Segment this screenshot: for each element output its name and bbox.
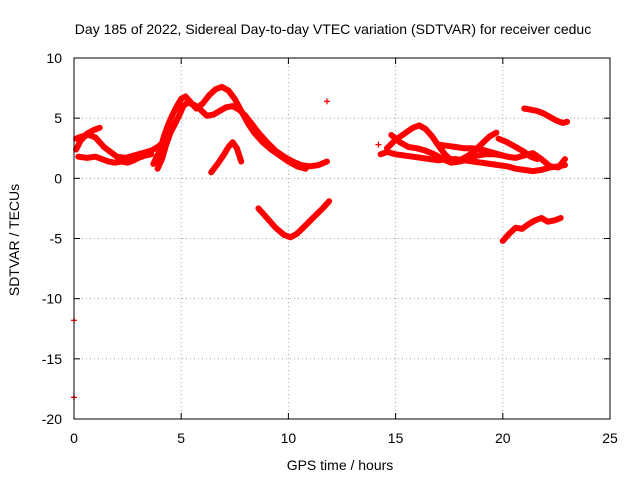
y-axis-label: SDTVAR / TECUs: [6, 184, 22, 296]
y-tick-label: -15: [42, 351, 62, 367]
series-s6: [208, 139, 245, 176]
x-tick-label: 10: [281, 430, 297, 446]
y-tick-label: -10: [42, 291, 62, 307]
series-s8: [377, 148, 568, 175]
series-s10: [388, 132, 506, 166]
series-s7: [255, 198, 333, 241]
x-tick-label: 15: [388, 430, 404, 446]
series-s3: [73, 124, 103, 153]
y-tick-label: -5: [50, 231, 63, 247]
x-axis-label: GPS time / hours: [287, 457, 394, 473]
x-tick-label: 20: [495, 430, 511, 446]
series-s14: [521, 105, 571, 126]
y-tick-labels: -20 -15 -10 -5 0 5 10: [42, 50, 62, 427]
x-tick-label: 5: [177, 430, 185, 446]
series-s1: [75, 151, 155, 166]
y-tick-label: -20: [42, 411, 62, 427]
grid: [74, 58, 610, 419]
data-point: [375, 141, 382, 148]
y-tick-label: 0: [54, 170, 62, 186]
plot-frame: [73, 57, 611, 420]
series-s9: [384, 122, 500, 164]
x-tick-labels: 0 5 10 15 20 25: [70, 430, 618, 446]
series-s5: [150, 83, 309, 172]
y-tick-label: 5: [54, 110, 62, 126]
x-tick-label: 0: [70, 430, 78, 446]
series-s13: [499, 215, 564, 244]
y-tick-label: 10: [46, 50, 62, 66]
data-point: [323, 98, 330, 105]
series-s11: [435, 141, 568, 171]
series-s12: [495, 135, 541, 163]
chart-title: Day 185 of 2022, Sidereal Day-to-day VTE…: [75, 21, 591, 37]
isolated-points: [71, 98, 382, 401]
x-tick-label: 25: [602, 430, 618, 446]
data-series: [73, 83, 571, 244]
